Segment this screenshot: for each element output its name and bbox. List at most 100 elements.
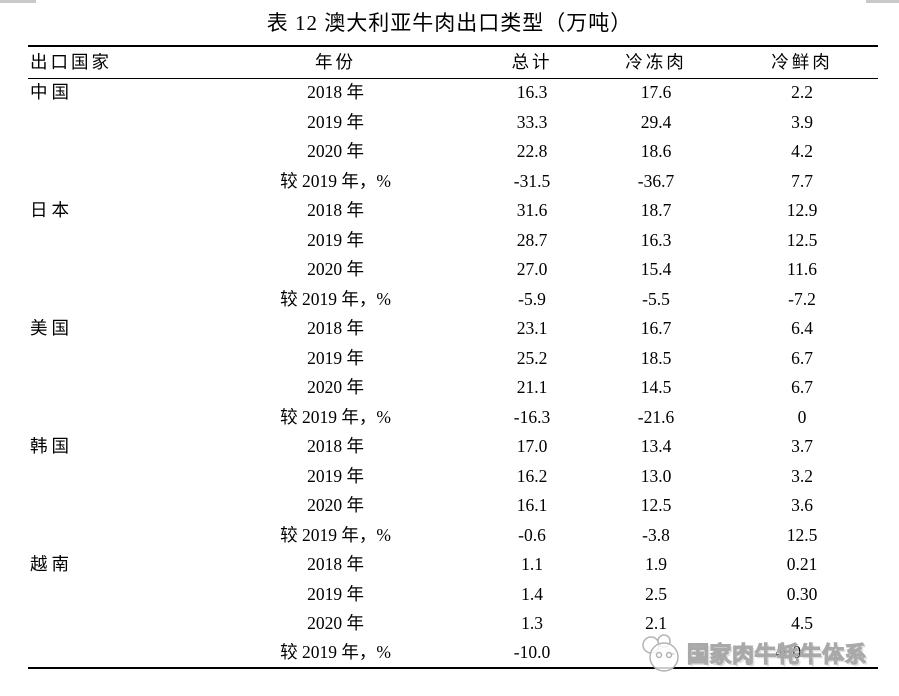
frozen-cell: 16.7 [640, 318, 672, 338]
year-cell: 较 2019 年，% [280, 524, 391, 545]
country-cell: 美国 [30, 318, 73, 338]
chilled-cell: 7.7 [791, 170, 813, 191]
country-cell-empty [28, 373, 193, 403]
chilled-cell: 12.5 [786, 229, 818, 250]
country-cell-empty [28, 226, 193, 256]
chilled-cell: 3.2 [791, 465, 813, 486]
frozen-cell: 2.1 [645, 613, 667, 633]
chilled-change-fragment: 400 [774, 642, 802, 662]
country-cell-empty [28, 580, 193, 610]
table-row: 日本 2018 年 31.6 18.7 12.9 [28, 196, 878, 226]
frozen-cell: -36.7 [637, 170, 675, 191]
year-cell: 2018 年 [307, 82, 364, 103]
table-row: 较 2019 年，% -0.6 -3.8 12.5 [28, 521, 878, 551]
frozen-cell: -3.8 [642, 524, 670, 545]
frozen-cell: 16.3 [640, 229, 672, 250]
chilled-cell: 3.7 [791, 436, 813, 456]
total-cell: 16.2 [516, 465, 548, 486]
frozen-cell: 18.6 [640, 141, 672, 161]
year-cell: 2020 年 [307, 495, 364, 515]
country-cell-empty [28, 344, 193, 374]
year-cell: 2019 年 [307, 229, 364, 250]
chilled-cell: 6.7 [791, 347, 813, 368]
screen-edge-artifact-left [0, 0, 36, 3]
group-japan: 日本 2018 年 31.6 18.7 12.9 2019 年 28.7 16.… [28, 196, 878, 314]
country-cell-empty [28, 255, 193, 285]
year-cell: 2018 年 [307, 436, 364, 456]
table-row: 美国 2018 年 23.1 16.7 6.4 [28, 314, 878, 344]
group-vietnam: 越南 2018 年 1.1 1.9 0.21 2019 年 1.4 2.5 0.… [28, 550, 878, 668]
total-cell: 33.3 [516, 111, 548, 132]
country-cell-empty [28, 167, 193, 197]
year-cell: 2019 年 [307, 111, 364, 132]
table-row: 较 2019 年，% -5.9 -5.5 -7.2 [28, 285, 878, 315]
total-cell: 25.2 [516, 347, 548, 368]
total-cell: -31.5 [513, 170, 551, 191]
total-cell: -10.0 [513, 642, 551, 662]
year-cell: 2018 年 [307, 554, 364, 574]
frozen-cell: 18.7 [640, 200, 672, 220]
frozen-cell-obscured: - [586, 639, 726, 669]
country-cell: 韩国 [30, 436, 73, 456]
total-cell: 22.8 [516, 141, 548, 161]
col-header-frozen: 冷冻肉 [625, 51, 687, 72]
total-cell: 17.0 [516, 436, 548, 456]
frozen-cell: -5.5 [642, 288, 670, 309]
country-cell-empty [28, 285, 193, 315]
total-cell: 21.1 [516, 377, 548, 397]
chilled-cell: 11.6 [787, 259, 817, 279]
year-cell: 2020 年 [307, 259, 364, 279]
table-row: 2020 年 21.1 14.5 6.7 [28, 373, 878, 403]
frozen-cell: 2.5 [645, 583, 667, 604]
total-cell: 31.6 [516, 200, 548, 220]
total-cell: 28.7 [516, 229, 548, 250]
chilled-cell: 2.2 [791, 82, 813, 103]
year-cell: 较 2019 年，% [280, 406, 391, 427]
chilled-cell-obscured: 400 [726, 639, 878, 669]
col-header-year: 年份 [315, 51, 356, 72]
chilled-cell: 4.2 [791, 141, 813, 161]
chilled-cell: 3.6 [791, 495, 813, 515]
country-cell-empty [28, 609, 193, 639]
chilled-cell: 0.21 [786, 554, 818, 574]
chilled-cell: 6.7 [791, 377, 813, 397]
year-cell: 2020 年 [307, 141, 364, 161]
table-row: 较 2019 年，% -31.5 -36.7 7.7 [28, 167, 878, 197]
year-cell: 较 2019 年，% [280, 288, 391, 309]
country-cell-empty [28, 462, 193, 492]
col-header-chilled: 冷鲜肉 [771, 51, 833, 72]
total-cell: 1.1 [521, 554, 543, 574]
frozen-cell: 13.4 [640, 436, 672, 456]
table-row: 越南 2018 年 1.1 1.9 0.21 [28, 550, 878, 580]
total-cell: 1.3 [521, 613, 543, 633]
table-row: 较 2019 年，% -16.3 -21.6 0 [28, 403, 878, 433]
total-cell: -16.3 [513, 406, 551, 427]
col-header-country: 出口国家 [30, 51, 112, 72]
frozen-cell: 1.9 [645, 554, 667, 574]
screen-edge-artifact-right [866, 0, 899, 3]
year-cell: 2020 年 [307, 377, 364, 397]
chilled-cell: 12.9 [786, 200, 818, 220]
frozen-cell: 17.6 [640, 82, 672, 103]
country-cell-empty [28, 108, 193, 138]
chilled-cell: 4.5 [791, 613, 813, 633]
table-row: 韩国 2018 年 17.0 13.4 3.7 [28, 432, 878, 462]
frozen-cell: 15.4 [640, 259, 672, 279]
chilled-cell: 0.30 [786, 583, 818, 604]
country-cell-empty [28, 639, 193, 669]
table-row: 2020 年 22.8 18.6 4.2 [28, 137, 878, 167]
frozen-cell: -21.6 [637, 406, 675, 427]
year-cell: 2018 年 [307, 200, 364, 220]
frozen-cell: 29.4 [640, 111, 672, 132]
group-china: 中国 2018 年 16.3 17.6 2.2 2019 年 33.3 29.4… [28, 78, 878, 196]
table-title: 表 12 澳大利亚牛肉出口类型（万吨） [266, 11, 633, 35]
frozen-cell: 14.5 [640, 377, 672, 397]
table-row: 2019 年 1.4 2.5 0.30 [28, 580, 878, 610]
chilled-cell: 0 [797, 406, 807, 427]
total-cell: 16.1 [516, 495, 548, 515]
col-header-total: 总计 [511, 51, 553, 72]
table-row: 2019 年 28.7 16.3 12.5 [28, 226, 878, 256]
frozen-cell: 18.5 [640, 347, 672, 368]
chilled-cell: 6.4 [791, 318, 813, 338]
